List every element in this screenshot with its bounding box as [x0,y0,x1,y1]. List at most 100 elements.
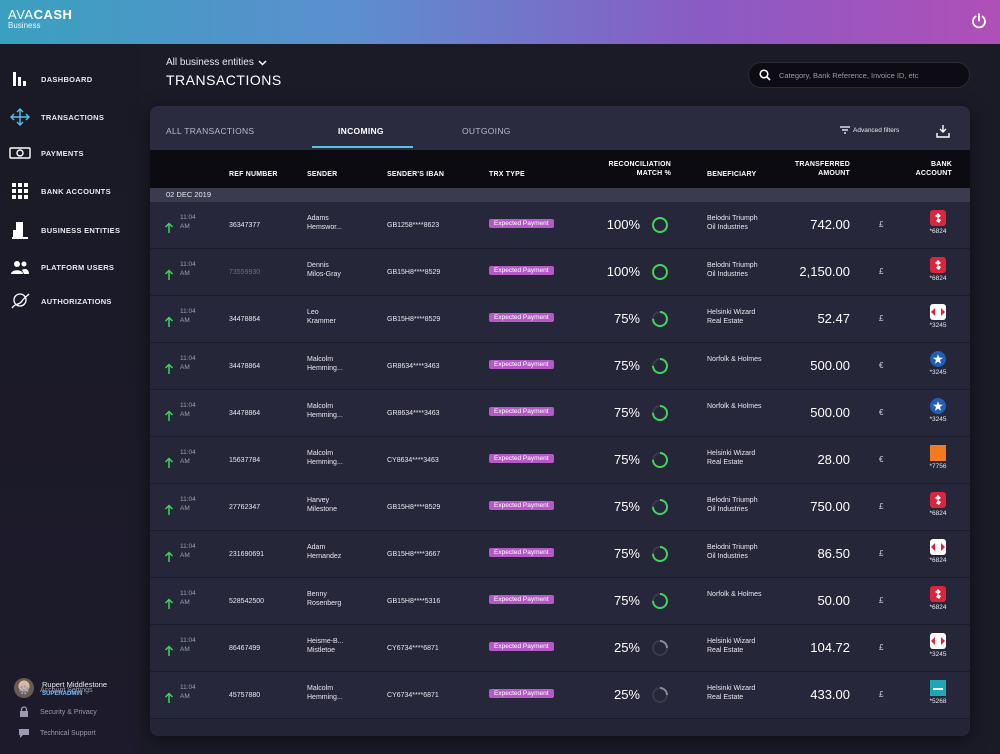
ref-number: 36347377 [229,222,261,229]
table-row[interactable]: 11:04 AM 86467499 Heisme-B... Mistletoe CY673… [150,625,970,672]
col-senders-iban[interactable]: SENDER'S IBAN [387,171,445,178]
nav-dashboard[interactable]: DASHBOARD [8,67,136,91]
bank-account-suffix: *6824 [929,557,947,564]
match-percent: 75% [613,311,640,326]
col-trx-type[interactable]: TRX TYPE [489,171,525,178]
currency-symbol: £ [879,314,884,323]
bank-account[interactable]: *6824 [926,257,950,282]
tab-all-transactions[interactable]: ALL TRANSACTIONS [166,126,255,136]
bank-account[interactable]: *3245 [926,633,950,658]
sender-line2: Hernandez [307,553,342,561]
account-settings-link[interactable]: Account Settings [18,684,93,696]
table-header: REF NUMBER SENDER SENDER'S IBAN TRX TYPE… [150,150,970,225]
sender-name: Leo Krammer [307,308,336,327]
security-privacy-link[interactable]: Security & Privacy [18,706,97,718]
nav-platform-users[interactable]: PLATFORM USERS [8,255,136,279]
bank-account[interactable]: *3245 [926,304,950,329]
transferred-amount: 52.47 [817,311,850,326]
bank-account[interactable]: *6824 [926,586,950,611]
bank-account[interactable]: *3245 [926,351,950,376]
table-row[interactable]: 11:04 AM 36347377 Adams Hemswor... GB1258****… [150,202,970,249]
avatar [14,678,34,698]
time-period: AM [180,316,190,324]
currency-symbol: £ [879,220,884,229]
bank-account[interactable]: *6824 [926,539,950,564]
bank-account-suffix: *6824 [929,510,947,517]
transaction-time: 11:04 AM [180,637,196,655]
time-value: 11:04 [180,449,196,456]
incoming-arrow-icon [164,316,174,327]
col-sender[interactable]: SENDER [307,171,338,178]
transaction-time: 11:04 AM [180,543,196,561]
ref-number: 34478864 [229,410,261,417]
bank-logo [930,586,946,602]
time-period: AM [180,645,190,653]
table-row[interactable]: 11:04 AM 231690691 Adam Hernandez GB15H8****3… [150,531,970,578]
lock-icon [20,706,28,717]
transaction-time: 11:04 AM [180,261,196,279]
table-row[interactable]: 11:04 AM 15637784 Malcolm Hemming... CY8634**… [150,437,970,484]
trx-type-badge: Expected Payment [489,407,554,416]
nav-transactions[interactable]: TRANSACTIONS [8,105,136,129]
beneficiary: Belodni Triumph Oil Industries [707,261,758,280]
beneficiary: Helsinki Wizard Real Estate [707,684,755,703]
trx-type-badge: Expected Payment [489,689,554,698]
table-row[interactable]: 11:04 AM 34478864 Leo Krammer GB15H8****8529 E… [150,296,970,343]
export-button[interactable] [936,124,950,143]
col-bank-account[interactable]: BANK ACCOUNT [902,160,952,178]
table-row[interactable]: 11:04 AM 34478864 Malcolm Hemming... GR8634**… [150,390,970,437]
nav-bank-accounts[interactable]: BANK ACCOUNTS [8,179,136,203]
beneficiary-line1: Belodni Triumph [707,544,758,551]
bank-account[interactable]: *5268 [926,680,950,705]
power-button[interactable] [970,12,988,30]
table-row[interactable]: 11:04 AM 45757880 Malcolm Hemming... CY6734**… [150,672,970,719]
bank-account[interactable]: *6824 [926,492,950,517]
match-percent: 75% [613,593,640,608]
table-row[interactable]: 11:04 AM 73559930 Dennis Milos-Gray GB15H8***… [150,249,970,296]
col-ref-number[interactable]: REF NUMBER [229,171,278,178]
bank-logo [930,398,946,414]
beneficiary-line1: Helsinki Wizard [707,309,756,316]
advanced-filters-button[interactable]: Advanced filters [840,126,899,134]
sender-name: Heisme-B... Mistletoe [307,637,344,656]
nav-business-entities[interactable]: BUSINESS ENTITIES [8,218,136,242]
table-row[interactable]: 11:04 AM 27762347 Harvey Milestone GB15H8****… [150,484,970,531]
tab-incoming[interactable]: INCOMING [338,126,384,136]
col-transferred-amount[interactable]: TRANSFERRED AMOUNT [770,160,850,178]
sender-name: Adam Hernandez [307,543,341,562]
search-input[interactable] [779,70,959,80]
beneficiary: Helsinki Wizard Real Estate [707,308,755,327]
match-percent: 100% [606,264,640,279]
nav-label: PLATFORM USERS [41,262,115,272]
col-reconciliation[interactable]: RECONCILIATION MATCH % [596,160,671,178]
chevron-down-icon [258,59,267,66]
nav-label: DASHBOARD [41,74,93,84]
sender-line2: Hemming... [307,694,343,702]
incoming-arrow-icon [164,551,174,562]
match-progress-ring [652,499,668,515]
search-bar[interactable] [748,62,970,88]
bank-account[interactable]: *6824 [926,210,950,235]
table-row[interactable]: 11:04 AM 34478864 Malcolm Hemming... GR8634**… [150,343,970,390]
brand-logo[interactable]: AVACASH Business [8,8,72,30]
sender-iban: GR8634****3463 [387,410,440,417]
table-row[interactable]: 11:04 AM 528542500 Benny Rosenberg GB15H8****… [150,578,970,625]
col-beneficiary[interactable]: BENEFICIARY [707,171,757,178]
entities-dropdown[interactable]: All business entities [166,57,267,68]
technical-support-link[interactable]: Technical Support [18,727,96,739]
bank-account[interactable]: *7756 [926,445,950,470]
time-value: 11:04 [180,496,196,503]
nav-payments[interactable]: PAYMENTS [8,141,136,165]
nav-authorizations[interactable]: AUTHORIZATIONS [8,289,136,313]
currency-symbol: € [879,455,884,464]
trx-type-badge: Expected Payment [489,642,554,651]
tab-outgoing[interactable]: OUTGOING [462,126,511,136]
user-profile[interactable]: Rupert Middlestone SUPERADMIN [14,678,107,698]
currency-symbol: £ [879,502,884,511]
cash-icon [8,143,32,163]
footer-label: Security & Privacy [40,708,97,716]
match-percent: 75% [613,358,640,373]
transferred-amount: 50.00 [817,593,850,608]
currency-symbol: £ [879,267,884,276]
bank-account[interactable]: *3245 [926,398,950,423]
